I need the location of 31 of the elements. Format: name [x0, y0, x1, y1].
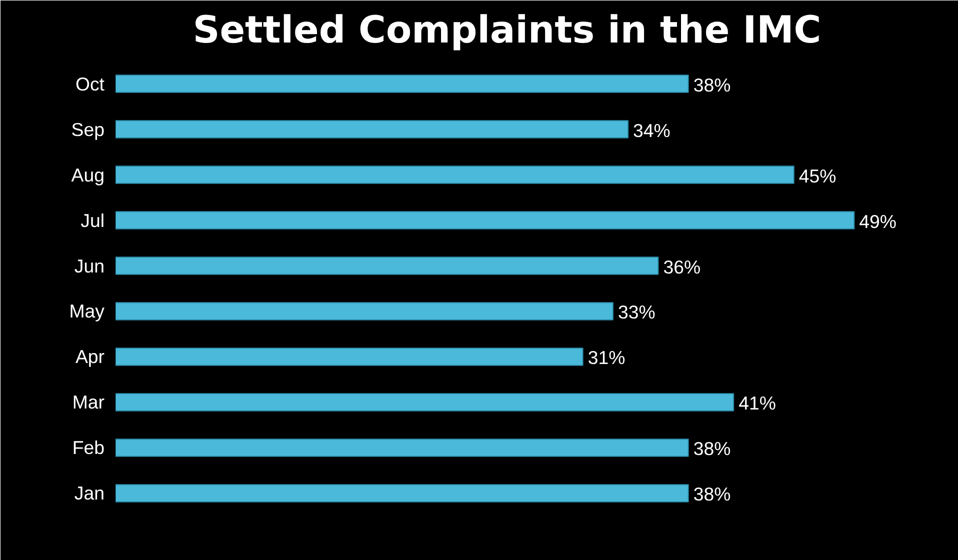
- y-tick-label: Sep: [71, 118, 105, 140]
- bar: [116, 393, 734, 412]
- data-label: 38%: [693, 484, 731, 505]
- y-tick-label: Jan: [74, 482, 105, 504]
- data-label: 33%: [618, 302, 656, 323]
- bar: [116, 484, 689, 502]
- data-label: 45%: [798, 165, 836, 186]
- bar: [116, 348, 584, 366]
- y-tick-label: Apr: [75, 346, 105, 368]
- y-tick-label: Oct: [75, 73, 106, 94]
- data-label: 34%: [633, 120, 670, 141]
- bar: [116, 211, 855, 230]
- y-tick-label: Jul: [80, 210, 105, 231]
- data-label: 38%: [693, 438, 731, 460]
- bar: [116, 74, 689, 93]
- bar: [116, 166, 794, 184]
- data-label: 38%: [693, 74, 731, 96]
- y-tick-label: May: [69, 300, 106, 322]
- y-tick-label: Jun: [74, 255, 105, 276]
- chart-title: Settled Complaints in the IMC: [192, 8, 822, 52]
- y-tick-label: Aug: [71, 164, 105, 186]
- bar: [116, 256, 659, 275]
- data-label: 41%: [738, 392, 776, 414]
- data-label: 49%: [859, 210, 897, 232]
- y-tick-label: Mar: [72, 392, 105, 413]
- bar: [116, 120, 629, 138]
- bar: [116, 438, 689, 457]
- y-tick-label: Feb: [72, 437, 105, 458]
- data-label: 31%: [588, 347, 626, 368]
- bar: [116, 302, 614, 320]
- data-label: 36%: [663, 256, 701, 278]
